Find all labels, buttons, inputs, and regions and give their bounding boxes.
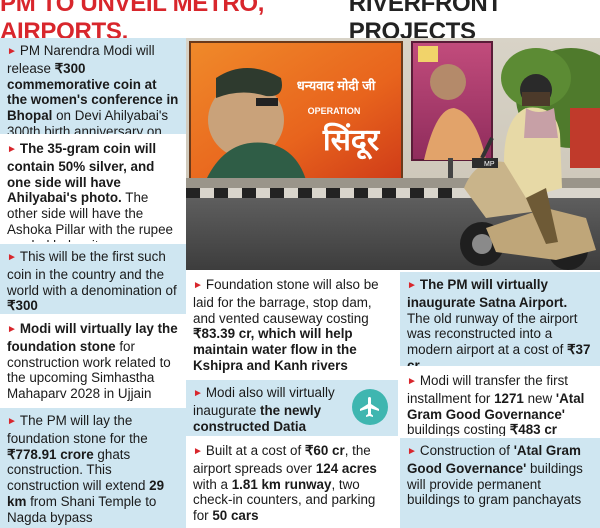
airplane-icon xyxy=(352,389,388,425)
arrow-bullet-icon: ► xyxy=(7,144,17,155)
street-scene-image: धन्यवाद मोदी जी OPERATION सिंदूर xyxy=(186,38,600,270)
arrow-bullet-icon: ► xyxy=(193,446,203,457)
left-bullet-5: ► The PM will lay the foundation stone fo… xyxy=(0,408,186,528)
arrow-bullet-icon: ► xyxy=(407,376,417,387)
right-bullet-1: ► The PM will virtually inaugurate Satna … xyxy=(400,272,600,366)
middle-bullet-1: ► Foundation stone will also be laid for … xyxy=(186,272,398,378)
arrow-bullet-icon: ► xyxy=(7,324,17,335)
left-bullet-2: ► The 35-gram coin will contain 50% silve… xyxy=(0,136,186,242)
left-bullet-3: ► This will be the first such coin in the… xyxy=(0,244,186,314)
middle-bullet-3: ► Built at a cost of ₹60 cr, the airport … xyxy=(186,438,398,528)
arrow-bullet-icon: ► xyxy=(7,416,17,427)
arrow-bullet-icon: ► xyxy=(407,446,417,457)
headline: PM TO UNVEIL METRO, AIRPORTS, RIVERFRONT… xyxy=(0,0,600,45)
arrow-bullet-icon: ► xyxy=(193,280,203,291)
right-bullet-2: ► Modi will transfer the first installmen… xyxy=(400,368,600,436)
news-photo: धन्यवाद मोदी जी OPERATION सिंदूर xyxy=(186,38,600,270)
left-bullet-4: ► Modi will virtually lay the foundation … xyxy=(0,316,186,406)
billboard-text-3: सिंदूर xyxy=(322,122,381,160)
arrow-bullet-icon: ► xyxy=(7,46,17,57)
arrow-bullet-icon: ► xyxy=(407,280,417,291)
left-bullet-1: ► PM Narendra Modi will release ₹300 comm… xyxy=(0,38,186,134)
arrow-bullet-icon: ► xyxy=(7,252,17,263)
arrow-bullet-icon: ► xyxy=(193,388,203,399)
vehicle-plate: MP xyxy=(484,161,495,168)
billboard-text-2: OPERATION xyxy=(308,106,361,116)
right-bullet-3: ► Construction of 'Atal Gram Good Governa… xyxy=(400,438,600,528)
billboard-text-1: धन्यवाद मोदी जी xyxy=(297,78,376,93)
